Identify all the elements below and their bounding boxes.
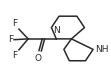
Text: F: F [13,19,18,28]
Text: F: F [13,51,18,60]
Text: N: N [54,26,60,35]
Text: NH: NH [95,45,108,54]
Text: F: F [8,35,13,44]
Text: O: O [35,54,42,63]
